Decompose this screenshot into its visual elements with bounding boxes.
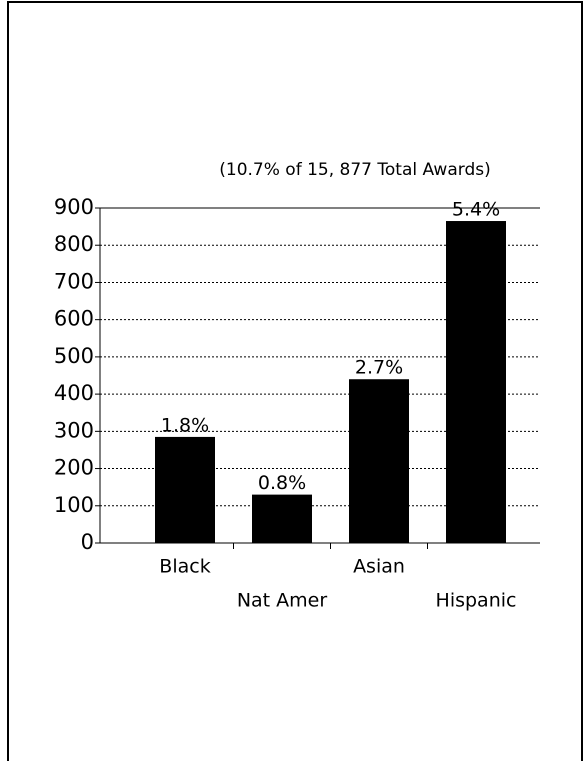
x-tick-label: Hispanic: [436, 590, 517, 612]
y-tick-label: 700: [54, 269, 94, 293]
bar-annotation: 1.8%: [161, 414, 209, 436]
bar: [252, 494, 312, 543]
bar-annotation: 5.4%: [452, 199, 500, 221]
y-tick-label: 0: [81, 530, 94, 554]
y-tick-label: 100: [54, 493, 94, 517]
y-tick-label: 200: [54, 456, 94, 480]
bar: [155, 436, 215, 543]
bar: [446, 221, 506, 543]
y-tick-label: 600: [54, 307, 94, 331]
frame: [7, 1, 583, 761]
y-tick-label: 800: [54, 232, 94, 256]
y-tick-label: 500: [54, 344, 94, 368]
bar: [349, 379, 409, 543]
y-tick-label: 400: [54, 381, 94, 405]
bar-annotation: 2.7%: [355, 357, 403, 379]
bar-annotation: 0.8%: [258, 472, 306, 494]
y-tick-label: 900: [54, 195, 94, 219]
y-tick-label: 300: [54, 418, 94, 442]
x-tick-label: Nat Amer: [237, 590, 328, 612]
x-tick-label: Black: [159, 556, 210, 578]
x-tick-label: Asian: [353, 556, 405, 578]
chart-title: (10.7% of 15, 877 Total Awards): [219, 160, 490, 180]
